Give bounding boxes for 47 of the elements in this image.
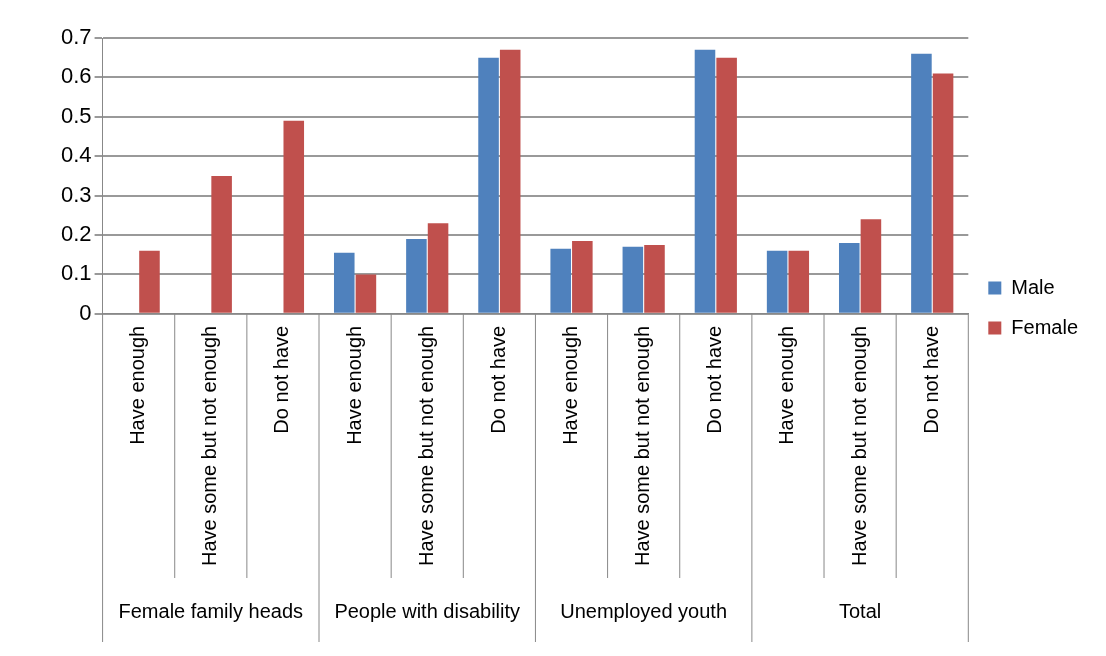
bar — [766, 250, 788, 313]
bar — [932, 73, 954, 313]
bar — [716, 57, 737, 313]
bar — [572, 240, 593, 313]
legend-label: Female — [1011, 315, 1079, 338]
y-tick-label: 0.4 — [60, 142, 92, 168]
y-tick-label: 0.5 — [60, 102, 92, 128]
bar — [911, 53, 932, 313]
x-tick-label: Have some but not enough — [631, 325, 654, 567]
x-tick-label: Have enough — [559, 325, 582, 445]
y-tick-label: 0.1 — [60, 260, 92, 286]
x-tick-label: Have some but not enough — [414, 325, 437, 567]
text: People with disability — [334, 600, 521, 622]
bar — [694, 49, 716, 313]
x-tick-label: Do not have — [270, 325, 293, 434]
x-tick-label: Do not have — [919, 325, 942, 434]
bar — [860, 219, 882, 313]
x-tick-label: Have some but not enough — [198, 325, 221, 567]
bar — [788, 250, 810, 313]
x-tick-label: Do not have — [703, 325, 726, 434]
x-tick-label: Have enough — [126, 325, 149, 445]
bar — [333, 252, 355, 313]
bar — [283, 120, 305, 313]
y-tick-label: 0.3 — [60, 181, 92, 207]
x-tick-label: Have some but not enough — [847, 325, 870, 567]
bar — [550, 248, 571, 313]
y-tick-label: 0.6 — [60, 63, 92, 89]
legend-label: Male — [1011, 275, 1055, 298]
y-tick-label: 0.7 — [60, 24, 92, 50]
x-tick-label: Have enough — [775, 325, 798, 445]
bar — [406, 238, 427, 313]
bar — [211, 175, 232, 313]
bar — [499, 49, 521, 313]
bar — [644, 244, 665, 313]
bar — [427, 223, 449, 313]
text: Female family heads — [118, 600, 304, 622]
bar — [355, 274, 377, 313]
y-tick-label: 0.2 — [60, 221, 92, 247]
bar — [139, 250, 160, 313]
bar — [478, 57, 499, 313]
y-tick-label: 0 — [79, 299, 92, 325]
bar — [622, 246, 644, 313]
x-tick-label: Have enough — [342, 325, 365, 445]
x-tick-label: Do not have — [486, 325, 509, 434]
text: Total — [838, 600, 882, 622]
bar — [838, 242, 860, 313]
text: Unemployed youth — [560, 600, 728, 622]
